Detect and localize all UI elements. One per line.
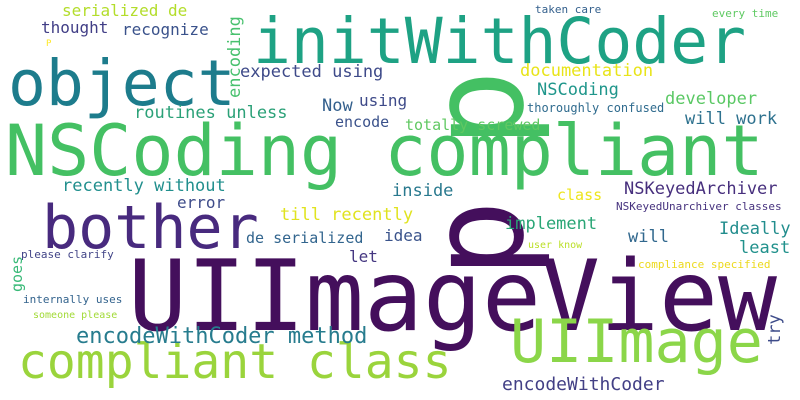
word-initwithcoder: initWithCoder bbox=[253, 5, 747, 78]
word-inside: inside bbox=[392, 181, 454, 201]
word-nscoding: NSCoding bbox=[537, 80, 619, 100]
word-encoding: encoding bbox=[225, 16, 245, 98]
word-will-work: will work bbox=[685, 109, 778, 129]
word-please-clarify: please clarify bbox=[21, 248, 114, 261]
word-every-time: every time bbox=[712, 7, 779, 20]
word-bother: bother bbox=[42, 193, 259, 263]
word-will: will bbox=[628, 227, 669, 247]
word-routines-unless: routines unless bbox=[134, 103, 288, 123]
word-developer: developer bbox=[665, 89, 758, 109]
word-encodewithcoder: encodeWithCoder bbox=[502, 374, 665, 395]
word-uiimage: UIImage bbox=[510, 307, 763, 377]
word-p-purple: p bbox=[401, 199, 553, 278]
word-least: least bbox=[739, 238, 791, 258]
word-serialized-de: serialized de bbox=[62, 1, 188, 20]
word-recognize: recognize bbox=[122, 20, 209, 39]
word-uiimageview: UIImageView bbox=[128, 240, 778, 354]
word-using: using bbox=[359, 91, 408, 110]
word-now: Now bbox=[322, 96, 353, 116]
word-nscoding-compliant: NSCoding compliant bbox=[5, 110, 764, 192]
word-recently-without: recently without bbox=[62, 176, 226, 196]
word-compliance-specified: compliance specified bbox=[638, 258, 771, 271]
word-try: try bbox=[765, 314, 785, 345]
word-implement: implement bbox=[505, 214, 598, 234]
word-thoroughly-confused: thoroughly confused bbox=[527, 101, 665, 115]
word-idea: idea bbox=[384, 226, 423, 245]
word-someone-please: someone please bbox=[33, 310, 118, 321]
word-documentation: documentation bbox=[520, 61, 654, 81]
word-p-small: P bbox=[46, 39, 52, 49]
word-compliant-class: compliant class bbox=[18, 334, 452, 390]
word-thought: thought bbox=[41, 18, 109, 37]
word-p-green: p bbox=[401, 69, 553, 148]
word-till-recently: till recently bbox=[280, 205, 414, 225]
word-encodewithcoder-method: encodeWithCoder method bbox=[76, 324, 368, 349]
word-taken-care: taken care bbox=[535, 3, 602, 16]
word-let: let bbox=[349, 247, 378, 266]
word-object: object bbox=[8, 47, 236, 120]
word-goes: goes bbox=[8, 255, 26, 292]
word-error: error bbox=[177, 193, 226, 212]
word-ideally: Ideally bbox=[719, 219, 791, 239]
word-class: class bbox=[557, 186, 603, 204]
word-encode: encode bbox=[335, 113, 390, 131]
word-internally-uses: internally uses bbox=[23, 293, 123, 306]
word-de-serialized: de serialized bbox=[246, 229, 364, 247]
word-totally-screwed: totally screwed bbox=[405, 116, 541, 134]
word-nskeyedarchiver: NSKeyedArchiver bbox=[624, 179, 778, 199]
word-expected-using: expected using bbox=[240, 62, 384, 82]
word-nskeyedunarchiver-classes: NSKeyedUnarchiver classes bbox=[616, 200, 782, 213]
word-user-know: user know bbox=[528, 240, 583, 251]
